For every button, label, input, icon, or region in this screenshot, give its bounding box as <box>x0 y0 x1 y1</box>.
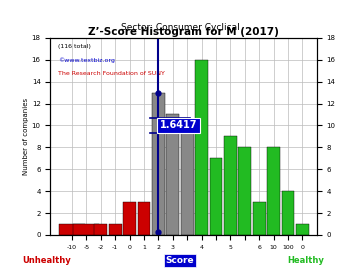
Title: Z’-Score Histogram for M (2017): Z’-Score Histogram for M (2017) <box>88 27 279 37</box>
Text: 1.6417: 1.6417 <box>160 120 197 130</box>
Text: ©www.textbiz.org: ©www.textbiz.org <box>58 58 115 63</box>
Text: Score: Score <box>166 256 194 265</box>
Bar <box>109 224 122 235</box>
Bar <box>166 114 179 235</box>
Text: Healthy: Healthy <box>288 256 324 265</box>
Text: The Research Foundation of SUNY: The Research Foundation of SUNY <box>58 71 165 76</box>
Bar <box>181 125 194 235</box>
Y-axis label: Number of companies: Number of companies <box>23 98 29 175</box>
Bar <box>195 60 208 235</box>
Bar <box>253 202 266 235</box>
Bar <box>123 202 136 235</box>
Bar <box>59 224 85 235</box>
Text: (116 total): (116 total) <box>58 44 91 49</box>
Bar <box>73 224 99 235</box>
Bar <box>138 202 150 235</box>
Bar <box>296 224 309 235</box>
Bar <box>152 93 165 235</box>
Bar <box>224 136 237 235</box>
Bar <box>267 147 280 235</box>
Bar <box>94 224 107 235</box>
Text: Sector: Consumer Cyclical: Sector: Consumer Cyclical <box>121 23 239 32</box>
Bar <box>238 147 251 235</box>
Text: Unhealthy: Unhealthy <box>22 256 71 265</box>
Bar <box>282 191 294 235</box>
Bar <box>210 158 222 235</box>
